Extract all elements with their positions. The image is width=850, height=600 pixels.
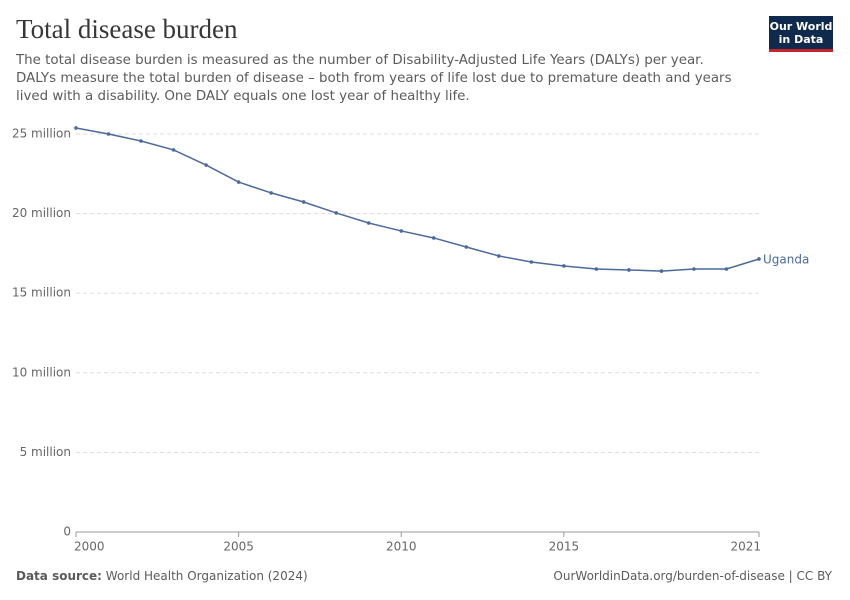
subtitle: The total disease burden is measured as … xyxy=(16,52,732,106)
data-point xyxy=(334,211,338,215)
y-tick-label: 15 million xyxy=(12,286,71,300)
data-point xyxy=(171,148,176,152)
subtitle-line: DALYs measure the total burden of diseas… xyxy=(16,71,732,86)
data-point xyxy=(301,200,306,204)
data-point xyxy=(204,163,208,167)
data-point xyxy=(692,267,696,271)
source-text: World Health Organization (2024) xyxy=(105,569,308,583)
series-label: Uganda xyxy=(763,252,809,266)
data-point xyxy=(464,245,469,249)
y-tick-label: 0 xyxy=(63,525,71,539)
data-point xyxy=(399,229,404,233)
y-tick-label: 25 million xyxy=(12,127,71,141)
logo-line: in Data xyxy=(778,33,824,46)
source-label: Data source: xyxy=(16,569,102,583)
y-tick-label: 5 million xyxy=(20,445,71,459)
series-line xyxy=(75,127,760,272)
data-point xyxy=(659,269,664,273)
data-point xyxy=(627,268,631,272)
data-point xyxy=(431,236,436,240)
source: Data source: World Health Organization (… xyxy=(16,569,308,583)
x-tick-label: 2015 xyxy=(549,540,580,554)
data-point xyxy=(269,191,273,195)
data-point xyxy=(594,267,599,271)
data-point xyxy=(757,257,761,261)
data-point xyxy=(106,132,111,136)
x-tick-label: 2000 xyxy=(74,540,105,554)
subtitle-line: The total disease burden is measured as … xyxy=(16,53,704,68)
x-tick-label: 2010 xyxy=(386,540,417,554)
y-tick-label: 20 million xyxy=(12,206,71,220)
data-point xyxy=(139,139,143,143)
data-point xyxy=(366,221,371,225)
data-point xyxy=(724,267,729,271)
data-point xyxy=(529,260,534,264)
logo[interactable]: Our World in Data xyxy=(769,16,833,52)
subtitle-line: lived with a disability. One DALY equals… xyxy=(16,89,470,104)
logo-line: Our World xyxy=(769,20,833,33)
data-point xyxy=(74,126,78,130)
data-point xyxy=(236,180,241,184)
x-tick-label: 2005 xyxy=(223,540,254,554)
title: Total disease burden xyxy=(16,14,238,44)
url[interactable]: OurWorldinData.org/burden-of-disease | C… xyxy=(553,569,832,583)
x-tick-label: 2021 xyxy=(730,540,761,554)
data-point xyxy=(562,264,566,268)
y-tick-label: 10 million xyxy=(12,365,71,379)
data-point xyxy=(497,254,501,258)
